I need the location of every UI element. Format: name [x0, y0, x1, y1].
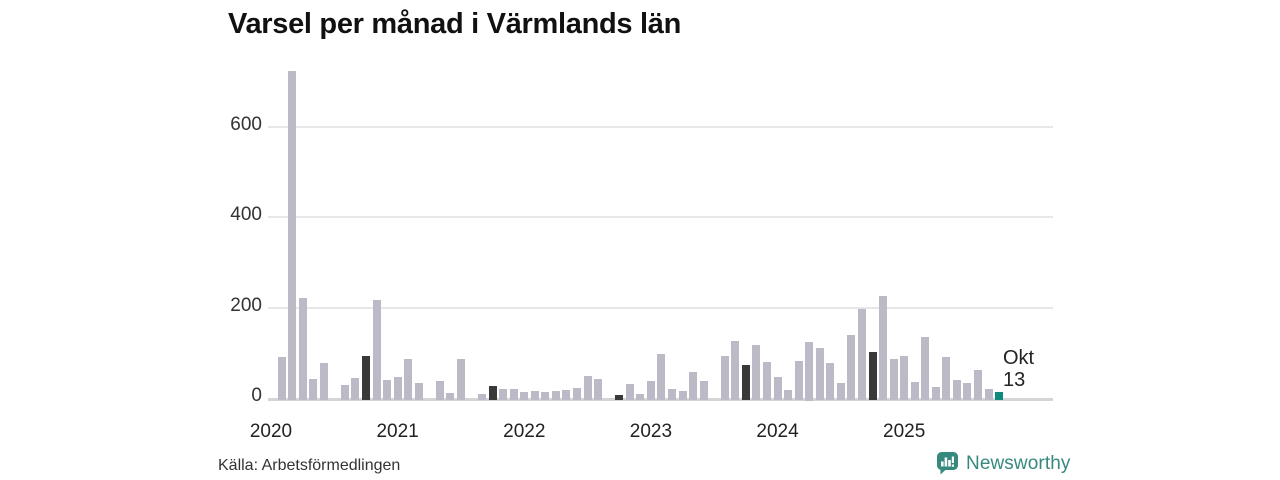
bar-2025-07 [963, 383, 972, 401]
x-axis-year-label: 2020 [249, 421, 293, 442]
y-axis-tick-label: 400 [230, 204, 262, 226]
x-axis-year-label: 2021 [376, 421, 419, 442]
bar-2023-06 [699, 380, 708, 401]
bar-2024-04 [805, 341, 814, 401]
bar-2025-04 [931, 387, 940, 401]
source-attribution: Källa: Arbetsförmedlingen [218, 457, 401, 474]
bar-2023-01 [646, 380, 655, 401]
bar-2022-11 [625, 384, 634, 401]
bar-2024-07 [836, 382, 845, 401]
bar-2025-02 [910, 381, 919, 401]
bar-2024-03 [794, 361, 803, 401]
bar-2025-08 [974, 369, 983, 401]
bar-2024-01 [773, 377, 782, 401]
bar-2023-11 [752, 344, 761, 401]
bar-2020-06 [319, 362, 328, 401]
bar-2023-10 [741, 365, 750, 401]
bar-2024-12 [889, 359, 898, 401]
bar-2021-09 [478, 394, 487, 401]
bar-2023-04 [678, 391, 687, 401]
bar-2022-06 [573, 388, 582, 401]
latest-point-annotation: Okt 13 [1003, 347, 1034, 391]
bar-2020-09 [351, 378, 360, 401]
x-axis-year-label: 2024 [756, 421, 799, 442]
bar-2022-10 [615, 395, 624, 401]
annotation-value: 13 [1003, 369, 1026, 391]
bar-2022-07 [583, 376, 592, 401]
gridline [268, 216, 1053, 219]
bar-2021-11 [499, 388, 508, 401]
gridline [268, 306, 1053, 309]
bar-2021-01 [393, 376, 402, 401]
bar-2025-05 [942, 356, 951, 401]
bar-2023-03 [668, 388, 676, 401]
bar-2021-06 [446, 392, 455, 401]
bar-2024-10 [868, 352, 877, 401]
bar-2020-05 [309, 379, 318, 401]
bar-2025-10 [995, 392, 1004, 401]
bar-2021-12 [509, 388, 518, 401]
bar-2020-04 [298, 297, 307, 401]
bar-2025-03 [921, 337, 930, 401]
bar-2020-02 [277, 357, 286, 401]
bar-2024-11 [879, 296, 888, 401]
newsworthy-icon [936, 451, 959, 476]
chart-title: Varsel per månad i Värmlands län [228, 8, 681, 40]
bar-2024-08 [847, 334, 856, 401]
bar-2025-01 [900, 356, 909, 401]
x-axis-year-label: 2023 [629, 421, 673, 442]
bar-2025-09 [984, 388, 993, 401]
bar-2020-08 [340, 384, 349, 401]
y-axis-tick-label: 600 [230, 114, 262, 136]
x-axis-year-label: 2025 [883, 421, 926, 442]
bar-2025-06 [952, 380, 961, 401]
bar-2022-05 [562, 389, 571, 401]
bar-2023-08 [720, 356, 729, 401]
bar-2023-05 [689, 371, 698, 401]
x-axis-year-label: 2022 [503, 421, 546, 442]
newsworthy-logo: Newsworthy [936, 451, 1070, 476]
bar-2023-02 [657, 353, 666, 401]
y-axis-tick-label: 200 [230, 294, 262, 316]
bar-2020-03 [288, 70, 297, 401]
gridline [268, 126, 1053, 129]
annotation-month: Okt [1003, 347, 1035, 369]
bar-2024-02 [784, 389, 793, 401]
bar-2022-04 [551, 391, 560, 401]
bar-2022-12 [636, 393, 645, 401]
bar-2022-08 [594, 379, 603, 401]
bar-2021-07 [456, 359, 465, 401]
bar-2023-09 [731, 340, 740, 401]
bar-2020-11 [372, 299, 381, 401]
bar-2021-10 [488, 385, 497, 401]
bar-2023-12 [762, 362, 771, 401]
bar-2021-05 [435, 381, 444, 401]
y-axis-tick-label: 0 [251, 385, 262, 406]
bar-2020-12 [383, 379, 392, 401]
bar-2022-02 [530, 391, 539, 401]
bar-2021-02 [404, 359, 413, 401]
bar-2024-09 [857, 308, 866, 401]
bar-2021-03 [414, 383, 423, 401]
bar-2022-01 [520, 391, 529, 401]
bar-2022-03 [541, 392, 550, 401]
bar-2020-10 [361, 356, 370, 401]
bar-2024-05 [815, 348, 824, 401]
newsworthy-wordmark: Newsworthy [966, 452, 1071, 474]
bar-2024-06 [826, 362, 835, 401]
